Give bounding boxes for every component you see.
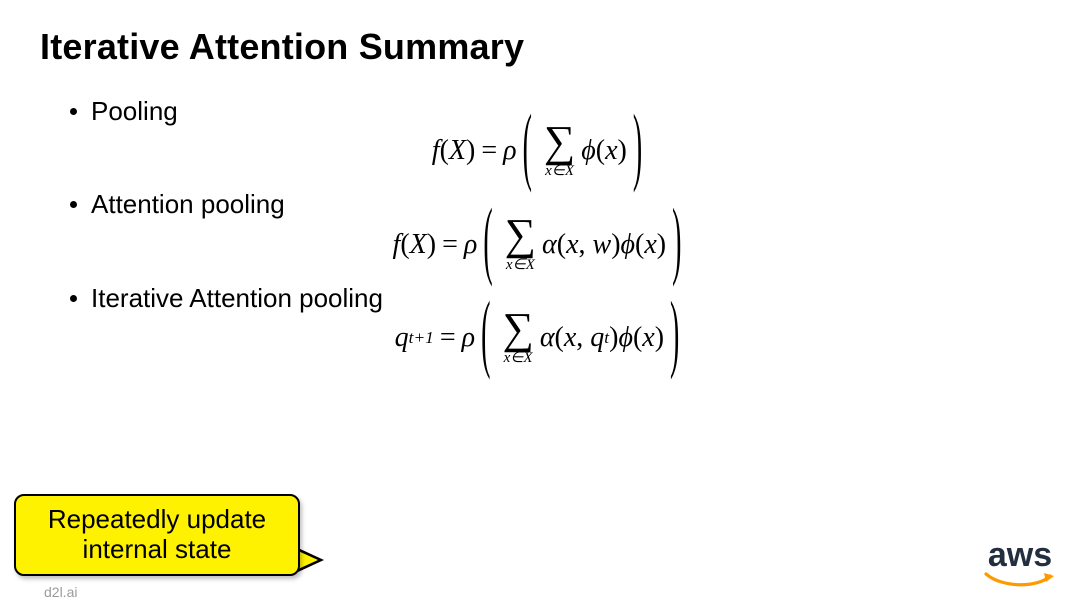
equation-iterative-wrap: qt+1 = ρ ( ∑ x∈X α(x, qt)ϕ(x) ) <box>40 310 1040 366</box>
slide: Iterative Attention Summary Pooling f(X)… <box>0 0 1080 608</box>
eq3-x2: x <box>642 322 654 354</box>
bullet-pooling-label: Pooling <box>91 96 178 127</box>
eq3-tp1: t+1 <box>409 328 434 348</box>
eq1-sumlower: x∈X <box>545 164 574 179</box>
callout-line2: internal state <box>48 535 266 565</box>
eq2-sumlower: x∈X <box>506 258 535 273</box>
bullet-dot-icon <box>70 201 77 208</box>
eq2-x2: x <box>644 229 656 261</box>
equation-pooling: f(X) = ρ ( ∑ x∈X ϕ(x) ) <box>432 123 648 179</box>
equation-pooling-wrap: f(X) = ρ ( ∑ x∈X ϕ(x) ) <box>40 123 1040 179</box>
callout-line1: Repeatedly update <box>48 505 266 535</box>
eq3-rho: ρ <box>462 322 475 354</box>
eq2-w: w <box>593 229 612 261</box>
eq3-q: q <box>395 322 409 354</box>
eq2-x1: x <box>566 229 578 261</box>
equation-iterative: qt+1 = ρ ( ∑ x∈X α(x, qt)ϕ(x) ) <box>395 310 686 366</box>
eq1-x: x <box>605 135 617 167</box>
eq3-sumlower: x∈X <box>504 351 533 366</box>
equation-attention-wrap: f(X) = ρ ( ∑ x∈X α(x, w)ϕ(x) ) <box>40 216 1040 272</box>
eq1-f: f <box>432 135 440 167</box>
sum-icon: ∑ x∈X <box>505 216 536 272</box>
footer-text: d2l.ai <box>44 584 77 600</box>
eq1-rho: ρ <box>503 135 516 167</box>
eq3-x1: x <box>564 322 576 354</box>
eq2-X: X <box>410 229 427 261</box>
equation-attention: f(X) = ρ ( ∑ x∈X α(x, w)ϕ(x) ) <box>393 216 688 272</box>
aws-logo: aws <box>984 538 1056 590</box>
eq1-X: X <box>449 135 466 167</box>
eq2-rho: ρ <box>464 229 477 261</box>
page-title: Iterative Attention Summary <box>40 26 1040 68</box>
eq2-f: f <box>393 229 401 261</box>
callout-box: Repeatedly update internal state <box>14 494 300 576</box>
eq3-alpha: α <box>540 322 555 354</box>
eq3-qt-q: q <box>590 322 604 354</box>
eq2-phi: ϕ <box>621 229 636 261</box>
bullet-iterative-label: Iterative Attention pooling <box>91 283 383 314</box>
bullet-attention-label: Attention pooling <box>91 189 285 220</box>
sum-icon: ∑ x∈X <box>502 310 533 366</box>
aws-logo-word: aws <box>984 538 1056 572</box>
eq3-phi: ϕ <box>618 322 633 354</box>
bullet-dot-icon <box>70 295 77 302</box>
eq1-phi: ϕ <box>581 135 596 167</box>
bullet-dot-icon <box>70 108 77 115</box>
eq2-alpha: α <box>542 229 557 261</box>
sum-icon: ∑ x∈X <box>544 123 575 179</box>
